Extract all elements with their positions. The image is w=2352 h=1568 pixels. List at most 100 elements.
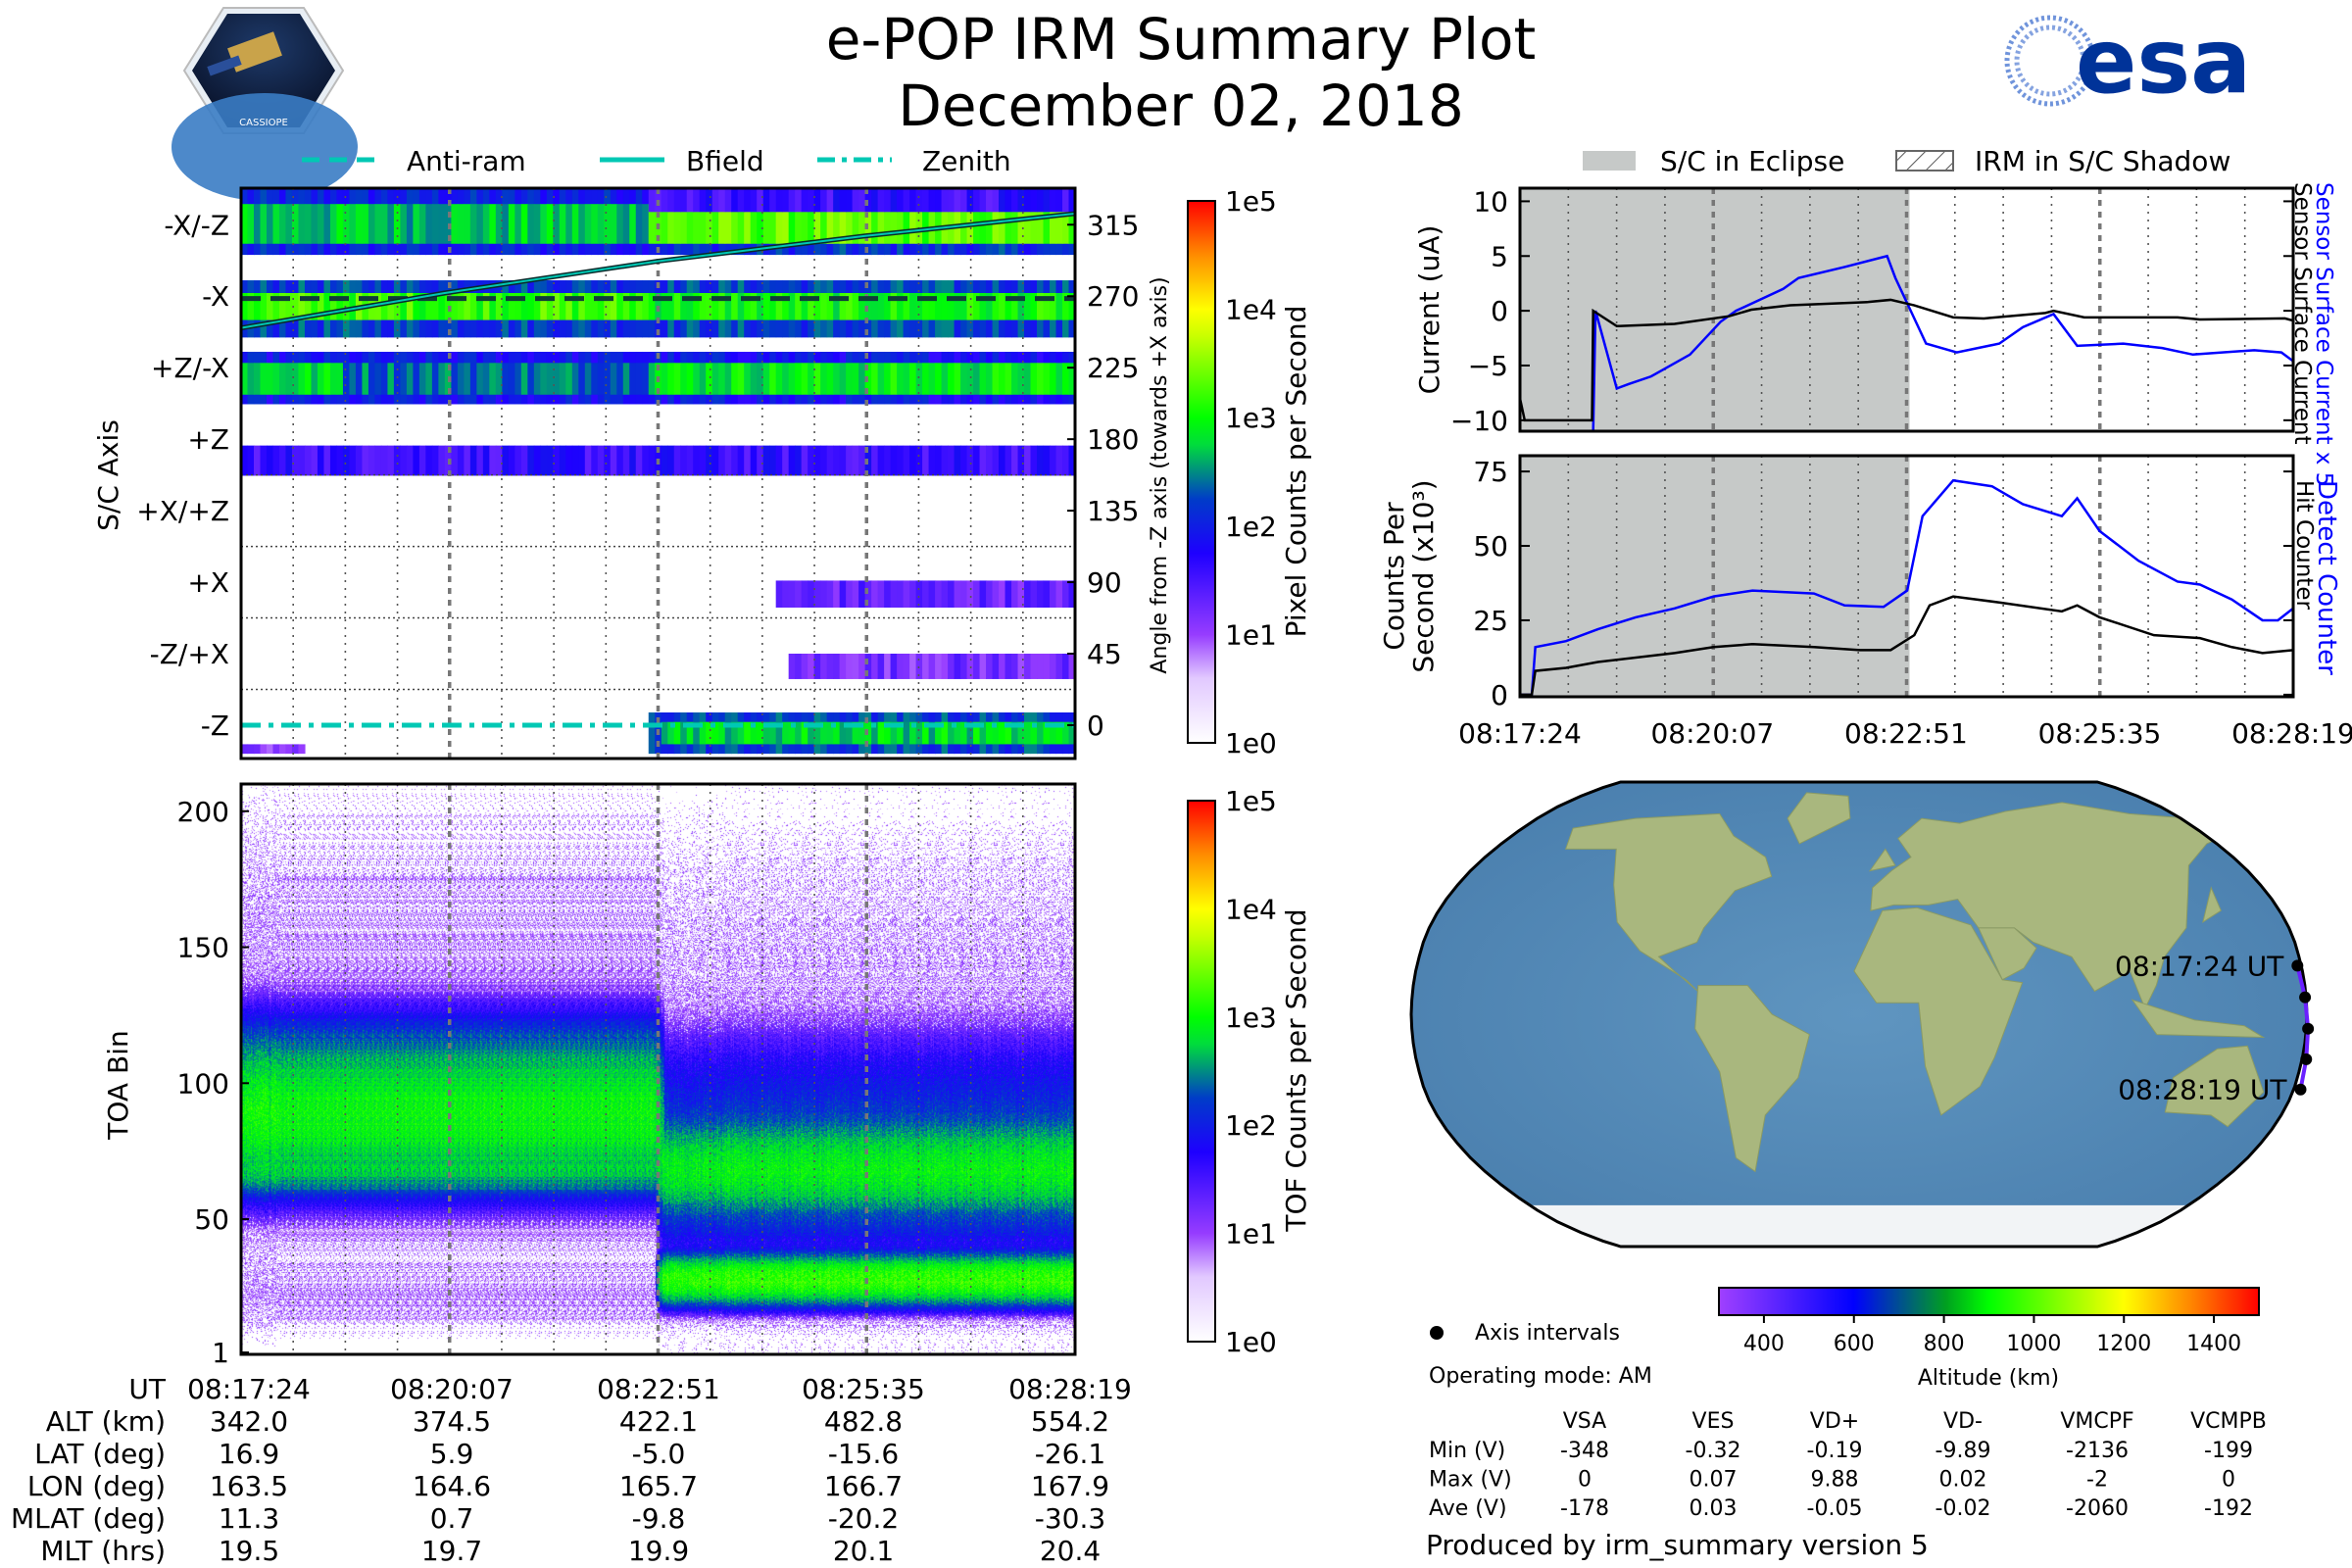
- spectrogram-cell: [336, 204, 344, 244]
- spectrogram-cell: [801, 654, 808, 679]
- spectrogram-cell: [757, 292, 764, 320]
- spectrogram-cell: [368, 363, 376, 395]
- track-start-label: 08:17:24 UT: [2115, 950, 2284, 982]
- spectrogram-cell: [795, 292, 803, 320]
- spectrogram-cell: [884, 654, 892, 679]
- spectrogram-cell: [1024, 654, 1032, 679]
- spectrogram-cell: [909, 188, 917, 213]
- spectrogram-cell: [711, 721, 719, 745]
- axis-interval-marker: [2300, 1053, 2313, 1065]
- colorbar-tick-label: 1e2: [1225, 511, 1277, 543]
- spectrogram-cell: [1024, 188, 1032, 213]
- spectrogram-cell: [272, 363, 280, 395]
- spectrogram-cell: [948, 363, 956, 395]
- spectrogram-cell: [291, 363, 300, 395]
- y-tick-label: −10: [1450, 405, 1508, 437]
- spectrogram-cell: [808, 580, 815, 608]
- spectrogram-cell: [1055, 580, 1063, 608]
- spectrogram-cell: [686, 721, 694, 745]
- spectrogram-cell: [336, 292, 344, 320]
- spectrogram-cell: [1043, 580, 1051, 608]
- spectrogram-cell: [890, 363, 898, 395]
- spectrogram-cell: [1011, 445, 1019, 476]
- spectrogram-cell: [877, 445, 885, 476]
- spectrogram-cell: [871, 721, 879, 745]
- spectrogram-cell: [1043, 721, 1051, 745]
- spectrogram-cell: [329, 445, 338, 476]
- spectrogram-cell: [253, 744, 262, 755]
- spectrogram-cell: [966, 188, 974, 213]
- spectrogram-cell: [960, 292, 968, 320]
- spectrogram-cell: [826, 363, 834, 395]
- spectrogram-cell: [922, 292, 930, 320]
- spectrogram-cell: [909, 721, 917, 745]
- legend-left: Anti-ram Bfield Zenith: [302, 145, 1011, 177]
- spectrogram-cell: [864, 445, 872, 476]
- spectrogram-cell: [693, 188, 701, 213]
- spectrogram-cell: [514, 363, 522, 395]
- spectrogram-cell: [808, 654, 815, 679]
- spectrogram-cell: [247, 292, 255, 320]
- figure-title: e-POP IRM Summary Plot: [826, 6, 1537, 73]
- spectrogram-cell: [597, 445, 605, 476]
- spectrogram-cell: [1062, 363, 1070, 395]
- spectrogram-cell: [508, 204, 515, 244]
- spectrogram-cell: [495, 292, 503, 320]
- colorbar-tick-label: 1e3: [1225, 402, 1277, 434]
- spectrogram-cell: [272, 292, 280, 320]
- track-end-label: 08:28:19 UT: [2118, 1074, 2287, 1106]
- spectrogram-cell: [291, 204, 300, 244]
- spectrogram-cell: [1043, 204, 1051, 244]
- spectrogram-cell: [871, 580, 879, 608]
- time-tick-label: 08:25:35: [2038, 717, 2162, 750]
- spectrogram-cell: [260, 292, 268, 320]
- landmass: [1564, 812, 1773, 992]
- landmass: [2202, 886, 2222, 924]
- spectrogram-cell: [1037, 292, 1045, 320]
- spectrogram-cell: [380, 363, 389, 395]
- ephemeris-cell: -20.2: [828, 1502, 899, 1535]
- spectrogram-cell: [833, 188, 841, 213]
- spectrogram-cell: [948, 292, 956, 320]
- spectrogram-cell: [1011, 721, 1019, 745]
- spectrogram-cell: [992, 580, 1000, 608]
- spectrogram-cell: [502, 363, 510, 395]
- spectrogram-cell: [629, 363, 637, 395]
- spectrogram-cell: [871, 363, 879, 395]
- spectrogram-cell: [954, 292, 961, 320]
- legend-anti-ram: Anti-ram: [407, 145, 526, 177]
- spectrogram-cell: [489, 292, 497, 320]
- spectrogram-cell: [890, 445, 898, 476]
- plot-frame: [239, 186, 1077, 760]
- spectrogram-cell: [667, 445, 675, 476]
- spectrogram-cell: [699, 188, 707, 213]
- spectrogram-cell: [1055, 721, 1063, 745]
- spectrogram-cell: [1055, 292, 1063, 320]
- spectrogram-cell: [960, 580, 968, 608]
- spectrogram-cell: [992, 721, 1000, 745]
- ephemeris-cell: 554.2: [1031, 1405, 1109, 1438]
- spectrogram-cell: [266, 204, 274, 244]
- axis-interval-marker: [2299, 991, 2312, 1004]
- spectrogram-cell: [533, 363, 541, 395]
- spectrogram-cell: [1030, 721, 1038, 745]
- ephemeris-cell: -15.6: [828, 1438, 899, 1470]
- spectrogram-cell: [241, 292, 249, 320]
- spectrogram-cell: [336, 363, 344, 395]
- spectrogram-cell: [278, 204, 287, 244]
- spectrogram-cell: [431, 445, 439, 476]
- landmass: [1853, 906, 2024, 1116]
- spectrogram-cell: [903, 204, 910, 244]
- spectrogram-cell: [928, 445, 936, 476]
- voltage-cell: 0: [1578, 1468, 1592, 1493]
- spectrogram-cell: [941, 363, 949, 395]
- spectrogram-cell: [769, 204, 777, 244]
- spectrogram-cell: [706, 188, 713, 213]
- spectrogram-cell: [718, 188, 726, 213]
- axis-intervals-label: Axis intervals: [1475, 1321, 1620, 1346]
- spectrogram-cell: [285, 292, 293, 320]
- spectrogram-cell: [400, 204, 408, 244]
- spectrogram-cell: [673, 292, 681, 320]
- axis-interval-marker: [2294, 1083, 2307, 1096]
- spectrogram-cell: [941, 188, 949, 213]
